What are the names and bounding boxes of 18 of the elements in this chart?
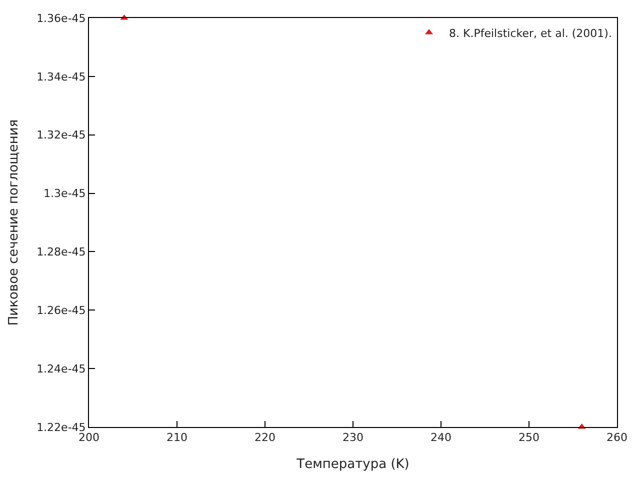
y-tick-label: 1.34e-45	[36, 70, 86, 84]
y-tick-label: 1.28e-45	[36, 246, 86, 259]
y-tick-label: 1.32e-45	[36, 128, 86, 142]
x-tick-label: 230	[342, 431, 364, 444]
x-tick-label: 260	[606, 431, 628, 444]
x-tick-label: 210	[166, 431, 188, 444]
y-tick-label: 1.36e-45	[36, 12, 86, 25]
x-tick-label: 240	[430, 431, 452, 444]
y-axis-title: Пиковое сечение поглощения	[6, 119, 22, 326]
x-tick-label: 200	[78, 431, 100, 444]
x-tick-label: 250	[518, 431, 540, 444]
y-tick-label: 1.22e-45	[36, 420, 86, 434]
y-tick-label: 1.3e-45	[44, 187, 86, 200]
y-tick-label: 1.26e-45	[36, 304, 86, 317]
x-axis-title: Температура (K)	[296, 456, 410, 472]
y-tick-label: 1.24e-45	[36, 362, 86, 376]
x-tick-label: 220	[254, 431, 276, 444]
legend-label: 8. K.Pfeilsticker, et al. (2001).	[449, 26, 612, 40]
